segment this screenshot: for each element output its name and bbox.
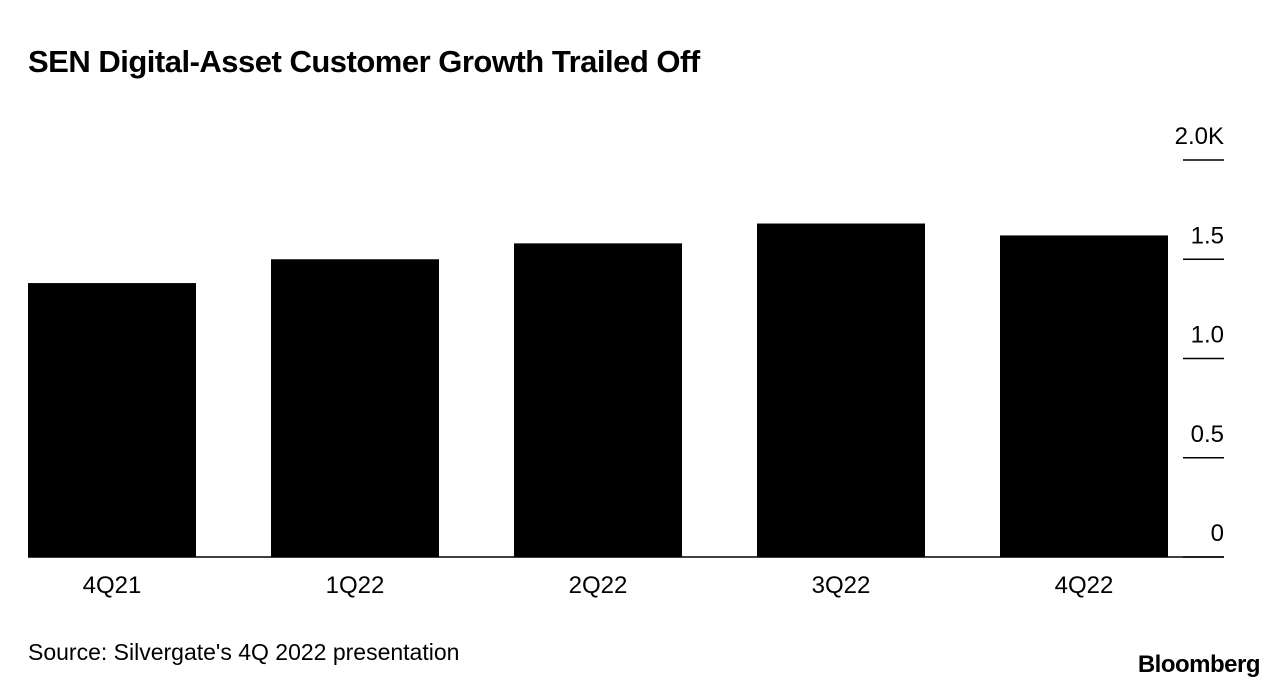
source: Source: Silvergate's 4Q 2022 presentatio… <box>28 639 459 665</box>
y-tick-label: 2.0K <box>1175 123 1224 150</box>
y-tick-label: 1.5 <box>1191 222 1224 249</box>
y-tick-label: 0.5 <box>1191 421 1224 448</box>
y-tick-label: 1.0 <box>1191 322 1224 349</box>
bar <box>757 223 925 557</box>
chart-title: SEN Digital-Asset Customer Growth Traile… <box>28 44 701 79</box>
x-tick-label: 4Q21 <box>83 572 142 599</box>
x-tick-label: 4Q22 <box>1055 572 1114 599</box>
bar <box>271 259 439 557</box>
bar <box>514 243 682 557</box>
bar <box>28 283 196 557</box>
x-tick-label: 1Q22 <box>326 572 385 599</box>
brand: Bloomberg <box>1138 651 1260 678</box>
x-tick-label: 3Q22 <box>812 572 871 599</box>
y-tick-label: 0 <box>1211 520 1224 547</box>
x-tick-label: 2Q22 <box>569 572 628 599</box>
bar <box>1000 235 1168 557</box>
